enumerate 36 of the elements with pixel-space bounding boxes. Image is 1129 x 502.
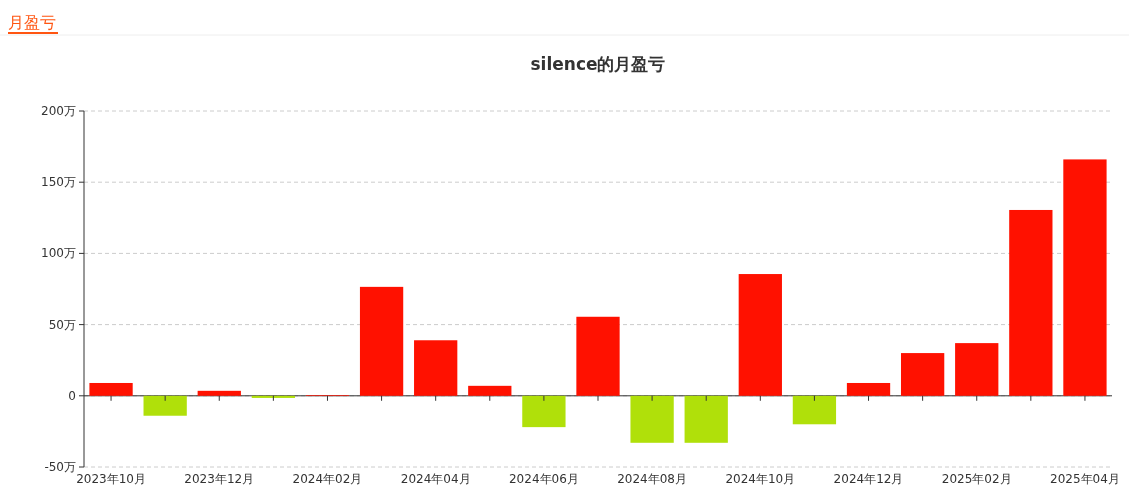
x-tick-label: 2024年06月 bbox=[508, 472, 579, 486]
x-tick-label: 2024年08月 bbox=[617, 472, 688, 486]
y-tick-label: 150万 bbox=[41, 175, 76, 190]
y-tick-label: -50万 bbox=[44, 460, 76, 474]
bar bbox=[792, 395, 837, 425]
bar bbox=[414, 340, 458, 396]
bar bbox=[900, 353, 945, 396]
x-tick-label: 2025年02月 bbox=[941, 472, 1012, 486]
bar bbox=[576, 316, 620, 396]
x-tick-label: 2024年10月 bbox=[725, 472, 796, 486]
y-tick-label: 100万 bbox=[41, 246, 76, 261]
bar bbox=[684, 395, 728, 443]
x-tick-label: 2023年12月 bbox=[184, 472, 255, 486]
bar bbox=[143, 395, 187, 416]
bar bbox=[89, 382, 133, 396]
x-tick-label: 2024年12月 bbox=[833, 472, 904, 486]
bar bbox=[955, 343, 999, 396]
bar bbox=[1009, 209, 1053, 396]
y-tick-label: 50万 bbox=[48, 317, 76, 332]
heading: 月盈亏 bbox=[8, 13, 56, 32]
bar bbox=[846, 382, 891, 396]
x-tick-label: 2025年04月 bbox=[1050, 472, 1120, 486]
bar bbox=[197, 390, 241, 396]
x-tick-label: 2024年02月 bbox=[292, 472, 363, 486]
bar bbox=[359, 286, 404, 396]
x-tick-label: 2024年04月 bbox=[400, 472, 471, 486]
bar bbox=[1063, 159, 1107, 396]
bar bbox=[251, 395, 296, 398]
bar bbox=[630, 395, 674, 443]
chart-title: silence的月盈亏 bbox=[530, 54, 666, 74]
bar bbox=[522, 395, 566, 428]
bar bbox=[738, 274, 782, 396]
y-tick-label: 0 bbox=[68, 388, 76, 403]
bar bbox=[468, 385, 512, 396]
y-tick-label: 200万 bbox=[41, 104, 76, 118]
x-tick-label: 2023年10月 bbox=[76, 472, 146, 486]
